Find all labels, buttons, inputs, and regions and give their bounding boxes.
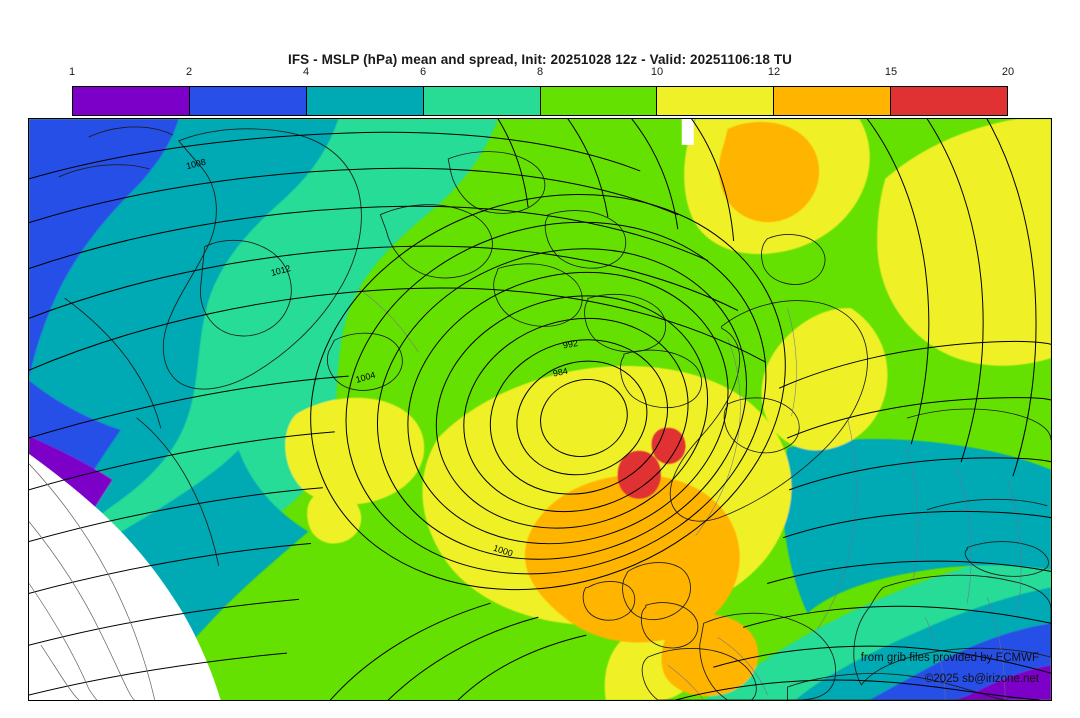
colorbar-segment-2-4 bbox=[189, 87, 307, 115]
isobar-label-992: 992 bbox=[562, 338, 578, 350]
isobar-label-984: 984 bbox=[552, 366, 569, 379]
colorbar-tick-7: 15 bbox=[884, 66, 898, 78]
spread-fill-15-20-a bbox=[617, 450, 661, 499]
spread-fill-4-6-mid bbox=[782, 438, 1051, 614]
spread-fill-12-15-low bbox=[524, 474, 740, 643]
copyright-credit: ©2025 sb@irizone.net bbox=[924, 673, 1039, 685]
map-top-notch bbox=[681, 119, 694, 145]
spread-fill-12-15-ne bbox=[718, 121, 820, 223]
spread-fill-group bbox=[29, 119, 1051, 700]
colorbar-tick-2: 4 bbox=[302, 66, 310, 78]
colorbar-segment-8-10 bbox=[540, 87, 658, 115]
colorbar-tick-5: 10 bbox=[650, 66, 664, 78]
colorbar bbox=[72, 86, 1008, 116]
data-source-credit: from grib files provided by ECMWF bbox=[860, 652, 1039, 664]
spread-fill-10-12-e bbox=[761, 308, 888, 451]
spread-map: 992 984 1000 1004 1008 1012 bbox=[29, 119, 1051, 700]
colorbar-tick-1: 2 bbox=[185, 66, 193, 78]
isobar-group bbox=[29, 119, 1051, 700]
coastline-group bbox=[58, 126, 1051, 700]
spread-fill-15-20-b bbox=[651, 427, 686, 465]
colorbar-tick-0: 1 bbox=[68, 66, 76, 78]
isobar-label-group: 992 984 1000 1004 1008 1012 bbox=[185, 157, 579, 559]
map-panel[interactable]: 992 984 1000 1004 1008 1012 from grib fi… bbox=[28, 118, 1052, 701]
spread-fill-2-4 bbox=[29, 119, 179, 381]
spread-fill-10-12-nw bbox=[307, 492, 362, 544]
no-data-region-southwest bbox=[29, 453, 221, 700]
colorbar-tick-3: 6 bbox=[419, 66, 427, 78]
colorbar-segment-4-6 bbox=[306, 87, 424, 115]
colorbar-segment-1-2 bbox=[73, 87, 190, 115]
colorbar-tick-6: 12 bbox=[767, 66, 781, 78]
border-group bbox=[358, 288, 1022, 700]
colorbar-segment-10-12 bbox=[657, 87, 775, 115]
colorbar-tick-8: 20 bbox=[1001, 66, 1015, 78]
colorbar-segment-15-20 bbox=[891, 87, 1007, 115]
isobar-label-1008: 1008 bbox=[185, 157, 207, 172]
colorbar-tick-4: 8 bbox=[536, 66, 544, 78]
colorbar-tick-labels: 1 2 4 6 8 10 12 15 20 bbox=[68, 66, 1014, 82]
isobar-group-nodata bbox=[29, 463, 156, 700]
spread-fill-1-2-se bbox=[953, 665, 1051, 700]
isobar-label-1012: 1012 bbox=[270, 263, 292, 278]
spread-fill-12-15-tail bbox=[661, 614, 759, 697]
spread-fill-4-6 bbox=[29, 119, 339, 580]
colorbar-segment-6-8 bbox=[423, 87, 541, 115]
spread-fill-10-12-ne2 bbox=[877, 119, 1051, 366]
chart-title: IFS - MSLP (hPa) mean and spread, Init: … bbox=[287, 52, 793, 67]
colorbar-segment-12-15 bbox=[774, 87, 892, 115]
